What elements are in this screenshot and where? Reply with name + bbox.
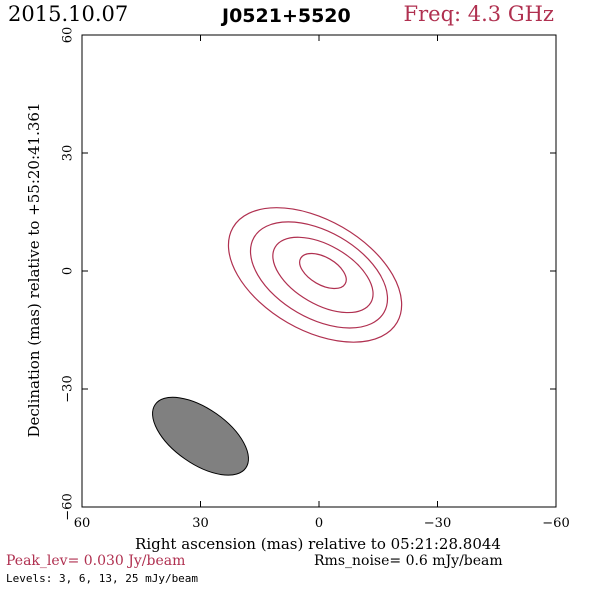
levels-label: Levels: 3, 6, 13, 25 mJy/beam [6,572,199,585]
beam-ellipse [152,396,249,476]
date-label: 2015.10.07 [8,2,129,26]
contour-level-3 [227,207,403,343]
contour-level-25 [299,252,347,290]
y-tick-label: −30 [61,375,76,402]
y-tick-label: 60 [61,27,76,44]
x-tick-label: −30 [424,516,451,531]
contour-level-6 [249,221,389,329]
y-axis-label: Declination (mas) relative to +55:20:41.… [25,102,43,438]
x-tick-label: −60 [542,516,569,531]
peak-level-label: Peak_lev= 0.030 Jy/beam [6,553,186,569]
x-tick-label: 30 [192,516,209,531]
source-name: J0521+5520 [222,5,351,27]
contour-group [227,207,403,343]
frequency-label: Freq: 4.3 GHz [403,2,554,26]
x-tick-label: 0 [315,516,323,531]
beam-group [152,396,249,476]
y-tick-label: 30 [61,145,76,162]
contour-level-13 [272,236,374,314]
x-tick-label: 60 [74,516,91,531]
rms-noise-label: Rms_noise= 0.6 mJy/beam [314,553,503,569]
plot-frame [81,34,557,508]
y-tick-label: 0 [61,267,76,275]
axis-ticks: 60 30 0 −30 −60 −60 −30 0 30 60 [61,27,570,531]
x-axis-label: Right ascension (mas) relative to 05:21:… [135,535,501,553]
y-tick-label: −60 [61,493,76,520]
